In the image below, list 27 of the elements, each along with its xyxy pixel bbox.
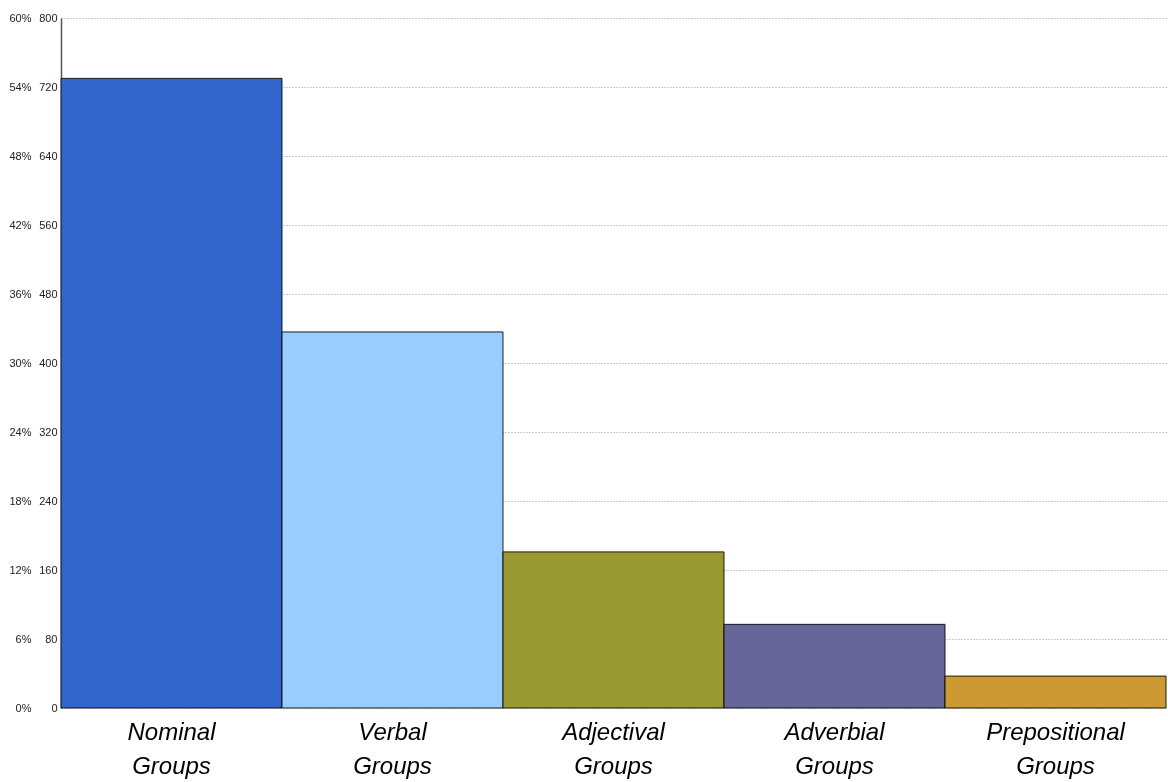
y-tick-label: 400 <box>39 356 58 369</box>
y-tick-label: 480 <box>39 287 58 300</box>
y-tick-label: 560 <box>39 218 58 231</box>
x-tick-label: Verbal Groups <box>353 717 432 779</box>
x-tick-label: Adjectival Groups <box>560 717 666 779</box>
y2-tick-label: 48% <box>9 149 32 162</box>
y-tick-label: 160 <box>39 563 58 576</box>
y2-tick-label: 24% <box>9 425 32 438</box>
x-tick-label: Nominal Groups <box>127 717 217 779</box>
y-tick-label: 640 <box>39 149 58 162</box>
y2-tick-label: 12% <box>9 563 32 576</box>
y-tick-label: 320 <box>39 425 58 438</box>
y-tick-label: 240 <box>39 494 58 507</box>
y2-tick-label: 42% <box>9 218 32 231</box>
y2-tick-label: 6% <box>15 632 32 645</box>
y2-tick-label: 0% <box>15 701 32 714</box>
x-tick-label: Prepositional Groups <box>986 717 1126 779</box>
y2-tick-label: 30% <box>9 356 32 369</box>
y-tick-label: 720 <box>39 80 58 93</box>
y2-tick-label: 60% <box>9 11 32 24</box>
x-tick-label: Adverbial Groups <box>782 717 886 779</box>
y-tick-label: 80 <box>45 632 58 645</box>
y2-tick-label: 36% <box>9 287 32 300</box>
y-tick-label: 800 <box>39 11 58 24</box>
y-tick-label: 0 <box>51 701 58 714</box>
y2-tick-label: 54% <box>9 80 32 93</box>
y2-tick-label: 18% <box>9 494 32 507</box>
